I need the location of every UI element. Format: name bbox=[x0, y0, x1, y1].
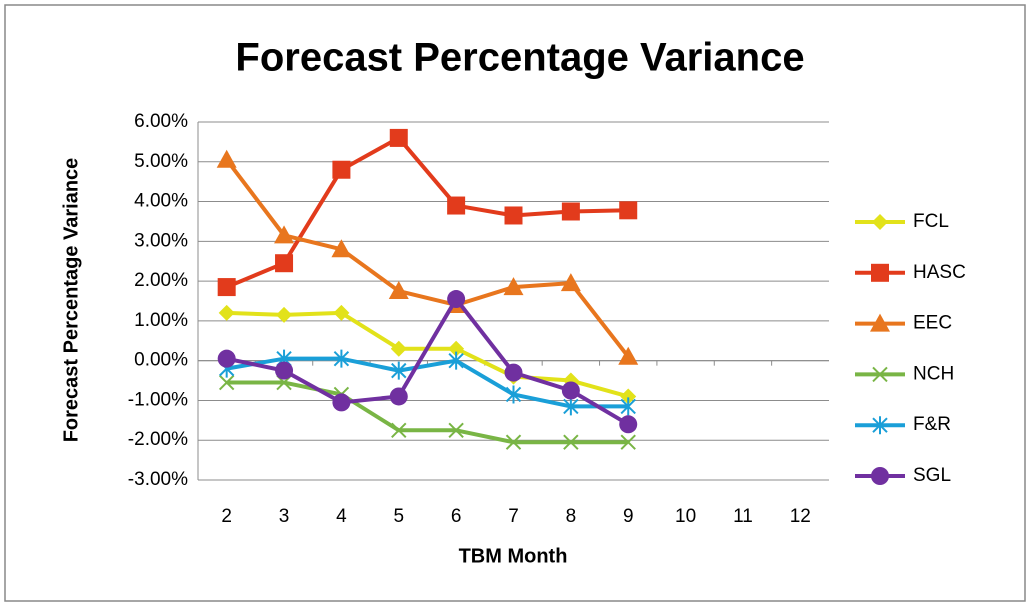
marker bbox=[448, 351, 464, 370]
marker bbox=[872, 214, 888, 230]
marker bbox=[504, 363, 523, 382]
marker bbox=[391, 361, 407, 380]
y-tick-label: -2.00% bbox=[128, 429, 188, 450]
marker bbox=[274, 225, 295, 244]
marker bbox=[333, 304, 350, 321]
marker bbox=[275, 361, 294, 380]
marker bbox=[505, 434, 522, 450]
marker bbox=[619, 415, 638, 434]
marker bbox=[389, 128, 408, 147]
x-tick-label: 4 bbox=[336, 506, 347, 527]
marker bbox=[447, 290, 466, 309]
marker bbox=[447, 196, 466, 215]
legend-label: HASC bbox=[913, 262, 966, 283]
marker bbox=[870, 313, 890, 332]
chart-frame bbox=[4, 4, 1026, 602]
marker bbox=[216, 149, 237, 168]
marker bbox=[448, 340, 465, 357]
marker bbox=[620, 397, 636, 416]
marker bbox=[218, 304, 235, 321]
marker bbox=[505, 385, 522, 404]
legend-label: FCL bbox=[913, 211, 949, 232]
marker bbox=[217, 278, 236, 297]
marker bbox=[504, 206, 523, 225]
x-tick-label: 7 bbox=[508, 506, 519, 527]
y-tick-label: -3.00% bbox=[128, 469, 188, 490]
marker bbox=[620, 434, 636, 450]
x-tick-label: 8 bbox=[566, 506, 577, 527]
y-tick-label: 4.00% bbox=[134, 191, 188, 212]
y-tick-label: -1.00% bbox=[128, 389, 188, 410]
marker bbox=[871, 467, 889, 485]
y-tick-label: 6.00% bbox=[134, 111, 188, 132]
marker bbox=[560, 273, 581, 292]
marker bbox=[275, 254, 294, 273]
y-tick-label: 0.00% bbox=[134, 350, 188, 371]
x-tick-label: 9 bbox=[623, 506, 634, 527]
marker bbox=[276, 306, 293, 323]
series-line bbox=[225, 135, 629, 289]
series-line bbox=[225, 158, 630, 358]
marker bbox=[563, 434, 579, 450]
marker bbox=[218, 374, 235, 391]
marker bbox=[561, 202, 580, 221]
series-line bbox=[226, 297, 630, 427]
legend-label: EEC bbox=[913, 313, 952, 334]
marker bbox=[388, 281, 409, 300]
legend: FCL HASC EEC NCH F&R SGL bbox=[855, 211, 966, 486]
marker bbox=[390, 340, 407, 357]
marker bbox=[333, 349, 350, 368]
marker bbox=[503, 277, 524, 296]
x-tick-label: 3 bbox=[279, 506, 290, 527]
marker bbox=[332, 393, 351, 412]
marker bbox=[872, 416, 888, 435]
x-tick-label: 5 bbox=[393, 506, 404, 527]
marker bbox=[872, 366, 888, 383]
x-tick-label: 12 bbox=[790, 506, 811, 527]
marker bbox=[217, 349, 236, 368]
marker bbox=[618, 346, 639, 365]
y-tick-label: 1.00% bbox=[134, 310, 188, 331]
marker bbox=[620, 388, 637, 405]
marker bbox=[871, 263, 889, 282]
y-tick-label: 5.00% bbox=[134, 151, 188, 172]
legend-label: SGL bbox=[913, 465, 951, 486]
marker bbox=[561, 381, 580, 400]
y-axis-title: Forecast Percentage Variance bbox=[60, 158, 82, 443]
legend-label: F&R bbox=[913, 414, 951, 435]
x-tick-label: 2 bbox=[221, 506, 232, 527]
marker bbox=[391, 422, 407, 438]
series-line bbox=[226, 380, 629, 445]
x-tick-label: 11 bbox=[733, 506, 753, 527]
chart-title: Forecast Percentage Variance bbox=[235, 36, 804, 80]
y-tick-label: 3.00% bbox=[134, 230, 188, 251]
y-tick-label: 2.00% bbox=[134, 270, 188, 291]
legend-label: NCH bbox=[913, 363, 954, 384]
marker bbox=[332, 160, 351, 179]
marker bbox=[448, 422, 464, 438]
marker bbox=[331, 239, 352, 258]
marker bbox=[389, 387, 408, 406]
x-tick-label: 6 bbox=[451, 506, 462, 527]
x-axis-title: TBM Month bbox=[459, 545, 568, 567]
marker bbox=[563, 397, 579, 416]
marker bbox=[619, 201, 638, 220]
x-tick-label: 10 bbox=[675, 506, 696, 527]
series-line bbox=[226, 356, 629, 409]
